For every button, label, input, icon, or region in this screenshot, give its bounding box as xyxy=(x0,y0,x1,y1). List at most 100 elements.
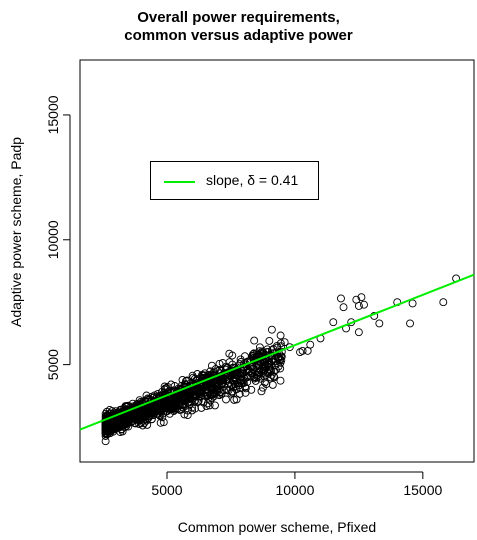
data-point xyxy=(271,357,280,366)
data-point xyxy=(194,384,203,393)
chart-title-line1: Overall power requirements, xyxy=(137,9,340,26)
data-point xyxy=(207,386,216,395)
data-point xyxy=(149,408,158,417)
data-point xyxy=(270,373,279,382)
data-point xyxy=(231,370,240,379)
y-tick-label: 5000 xyxy=(45,349,61,380)
data-point xyxy=(230,373,239,382)
data-point xyxy=(155,408,164,417)
data-point xyxy=(339,303,348,312)
data-point xyxy=(375,319,384,328)
data-point xyxy=(148,404,157,413)
y-tick-label: 15000 xyxy=(45,95,61,134)
data-point xyxy=(230,380,239,389)
data-point xyxy=(259,348,268,357)
data-point xyxy=(183,406,192,415)
data-point xyxy=(211,401,219,410)
data-point xyxy=(162,384,171,392)
x-tick-label: 10000 xyxy=(275,482,314,498)
data-point xyxy=(285,343,294,352)
data-point xyxy=(228,351,237,360)
x-tick-label: 5000 xyxy=(151,482,182,498)
data-point xyxy=(243,378,252,387)
data-point xyxy=(215,359,224,368)
y-axis-label: Adaptive power scheme, Padp xyxy=(8,137,24,327)
data-point xyxy=(189,393,198,402)
data-point xyxy=(197,403,206,412)
data-point xyxy=(193,387,201,396)
data-point xyxy=(261,371,270,380)
data-point xyxy=(183,376,192,385)
data-point xyxy=(163,382,172,391)
data-point xyxy=(178,375,187,384)
data-point xyxy=(238,367,246,376)
fit-line xyxy=(79,273,475,431)
data-point xyxy=(235,379,244,388)
data-point xyxy=(250,336,259,345)
data-point xyxy=(200,371,209,380)
data-point xyxy=(276,331,285,340)
data-point xyxy=(159,418,168,427)
data-point xyxy=(267,325,276,334)
data-point xyxy=(241,383,250,391)
data-point xyxy=(265,336,274,345)
data-point xyxy=(408,299,417,308)
data-point xyxy=(181,394,190,403)
x-axis: 5000 10000 15000 xyxy=(151,471,443,498)
data-point xyxy=(337,294,345,303)
data-point xyxy=(277,352,286,361)
legend-label: slope, δ = 0.41 xyxy=(206,172,299,188)
data-point xyxy=(130,415,139,424)
data-point xyxy=(406,319,414,328)
data-points xyxy=(101,274,461,446)
y-tick-label: 10000 xyxy=(45,220,61,259)
plot-frame xyxy=(79,59,475,463)
legend: slope, δ = 0.41 xyxy=(150,161,319,200)
data-point xyxy=(354,328,363,337)
data-point xyxy=(128,417,137,425)
data-point xyxy=(354,301,363,310)
data-point xyxy=(259,358,268,366)
data-point xyxy=(160,398,169,407)
data-point xyxy=(268,380,277,389)
legend-line-swatch xyxy=(164,181,195,183)
x-tick-label: 15000 xyxy=(403,482,442,498)
data-point xyxy=(439,298,448,307)
data-point xyxy=(303,346,312,355)
data-point xyxy=(241,384,250,393)
data-point xyxy=(248,369,257,378)
data-point xyxy=(280,338,289,347)
data-point xyxy=(215,376,224,385)
data-point xyxy=(329,318,338,327)
data-point xyxy=(273,341,281,350)
data-point xyxy=(120,415,129,424)
data-point xyxy=(239,379,248,388)
data-point xyxy=(183,411,192,420)
data-point xyxy=(171,395,179,404)
data-point xyxy=(276,376,285,385)
chart-title-line2: common versus adaptive power xyxy=(124,27,353,44)
x-axis-label: Common power scheme, Pfixed xyxy=(177,519,377,535)
data-point xyxy=(209,390,218,399)
data-point xyxy=(202,402,211,411)
data-point xyxy=(250,349,258,358)
data-point xyxy=(101,424,110,433)
data-point xyxy=(360,300,368,309)
data-point xyxy=(215,365,224,374)
data-point xyxy=(227,389,236,398)
data-point xyxy=(140,419,148,428)
y-axis: 5000 10000 15000 xyxy=(45,95,71,380)
data-point xyxy=(172,401,181,409)
data-point xyxy=(217,389,226,398)
data-point xyxy=(103,419,112,428)
data-point xyxy=(144,413,153,422)
data-point xyxy=(357,293,366,302)
data-point xyxy=(135,396,144,405)
data-point xyxy=(271,365,280,374)
data-point xyxy=(253,369,262,378)
data-point xyxy=(222,395,230,404)
data-point xyxy=(276,364,285,373)
data-point xyxy=(296,348,304,357)
data-point xyxy=(269,367,278,376)
